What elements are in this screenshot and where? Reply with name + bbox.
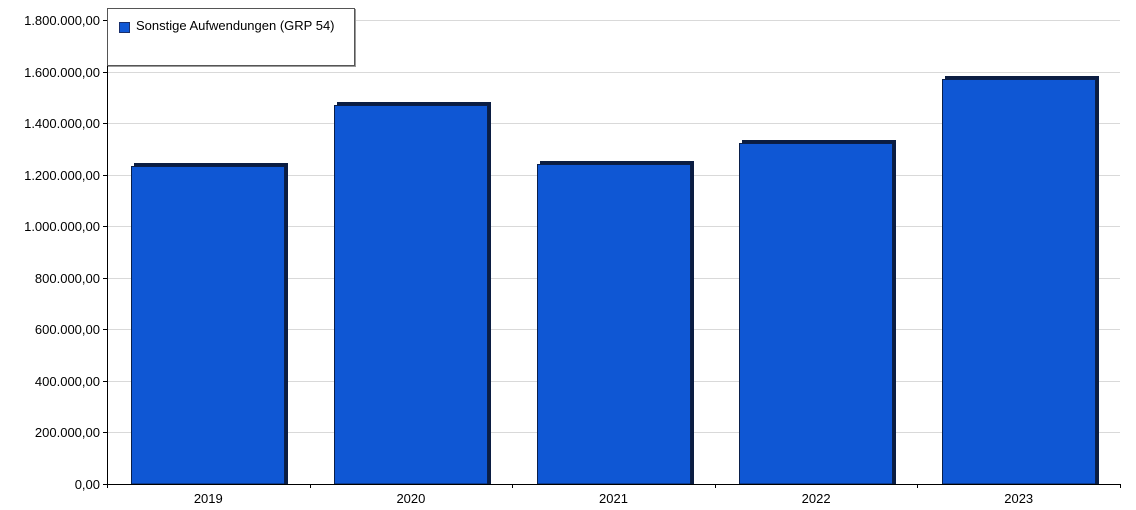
y-tick-label: 400.000,00	[35, 374, 100, 389]
legend-label: Sonstige Aufwendungen (GRP 54)	[136, 18, 335, 33]
legend: Sonstige Aufwendungen (GRP 54)	[107, 8, 355, 66]
axes	[103, 20, 1121, 488]
bar-2021	[537, 164, 691, 485]
bar-2022	[739, 143, 893, 485]
x-axis-tick-labels: 2019 2020 2021 2022 2023	[194, 491, 1033, 506]
y-tick-label: 600.000,00	[35, 322, 100, 337]
x-tick-label: 2021	[599, 491, 628, 506]
y-tick-label: 200.000,00	[35, 425, 100, 440]
y-tick-label: 800.000,00	[35, 271, 100, 286]
y-tick-label: 1.600.000,00	[24, 65, 100, 80]
bar-2019	[131, 166, 285, 485]
y-axis-tick-labels: 0,00 200.000,00 400.000,00 600.000,00 800.00…	[24, 13, 100, 492]
bar-2020	[334, 105, 488, 485]
y-tick-label: 1.400.000,00	[24, 116, 100, 131]
bar-2023	[942, 79, 1096, 485]
x-tick-label: 2022	[802, 491, 831, 506]
legend-swatch	[119, 22, 130, 33]
x-tick-label: 2020	[396, 491, 425, 506]
y-tick-label: 1.800.000,00	[24, 13, 100, 28]
y-tick-label: 0,00	[75, 477, 100, 492]
x-tick-label: 2019	[194, 491, 223, 506]
y-tick-label: 1.200.000,00	[24, 168, 100, 183]
y-tick-label: 1.000.000,00	[24, 219, 100, 234]
x-tick-label: 2023	[1004, 491, 1033, 506]
bars	[131, 76, 1099, 485]
